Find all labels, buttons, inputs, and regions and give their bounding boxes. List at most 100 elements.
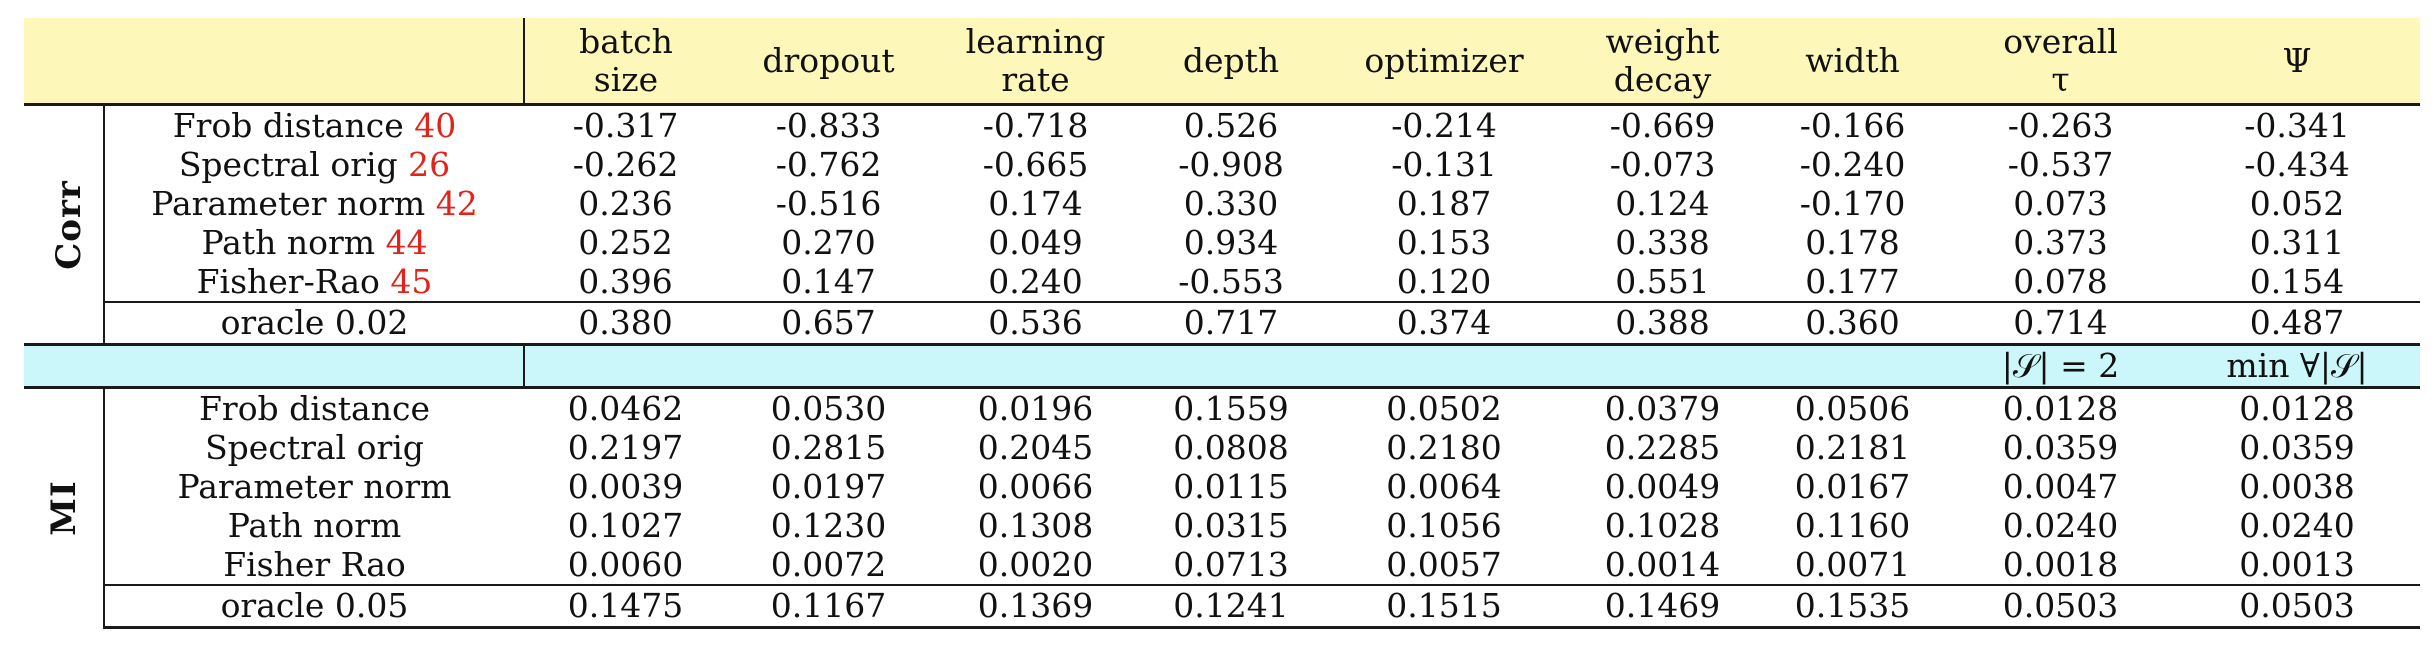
header-corner-group	[24, 18, 104, 106]
value-cell: 0.2045	[977, 427, 1094, 467]
value-cell: 0.049	[988, 222, 1083, 262]
value-cell: 0.2197	[567, 427, 684, 467]
value-cell: -0.170	[1799, 183, 1906, 223]
metric-name-cell: Frob distance	[104, 388, 524, 429]
value-cell: 0.078	[2013, 261, 2108, 301]
table-row: Spectral orig 26 -0.262 -0.762 -0.665 -0.908…	[24, 145, 2420, 184]
separator-empty-cell	[1321, 343, 1567, 389]
metric-name: Path norm	[201, 222, 376, 262]
table-row: Parameter norm 0.0039 0.0197 0.0066 0.0115 0.…	[24, 467, 2420, 506]
oracle-value-cell: 0.0503	[2174, 584, 2420, 629]
oracle-value-cell: 0.1469	[1567, 584, 1758, 629]
metric-name: Spectral orig	[205, 427, 424, 467]
column-header-line: Ψ	[2282, 40, 2312, 80]
metric-name-cell: Frob distance 40	[104, 105, 524, 146]
value-cell: -0.762	[775, 144, 882, 184]
value-cell: 0.0060	[567, 544, 684, 584]
metric-name-cell: Parameter norm	[104, 467, 524, 506]
value-cell: 0.2285	[1604, 427, 1721, 467]
column-header: weight decay	[1567, 18, 1758, 106]
oracle-row: oracle 0.02 0.380 0.657 0.536 0.717 0.374 0.38…	[24, 301, 2420, 345]
value-cell: -0.317	[572, 105, 679, 145]
oracle-name-cell: oracle 0.05	[104, 584, 524, 629]
column-header-line: depth	[1182, 40, 1280, 80]
metric-name: Spectral orig	[178, 144, 398, 184]
citation-ref: 40	[414, 105, 457, 145]
value-cell: 0.0013	[2239, 544, 2355, 584]
value-cell: 0.0462	[567, 388, 684, 428]
value-cell: 0.0071	[1794, 544, 1911, 584]
value-cell: -0.553	[1178, 261, 1284, 301]
metric-name: Frob distance	[172, 105, 404, 145]
value-cell: 0.1160	[1794, 505, 1911, 545]
column-header-line: τ	[2051, 59, 2070, 99]
value-cell: 0.373	[2013, 222, 2108, 262]
column-header-line: batch	[579, 21, 673, 61]
column-header-line: learning	[965, 21, 1106, 61]
oracle-value-cell: 0.487	[2174, 301, 2420, 345]
value-cell: -0.240	[1799, 144, 1906, 184]
metric-name-cell: Path norm	[104, 506, 524, 545]
separator-overall-cell: |𝒮| = 2	[1947, 343, 2174, 389]
column-header: learning rate	[930, 18, 1141, 106]
value-cell: 0.0197	[770, 466, 887, 506]
value-cell: 0.0057	[1386, 544, 1502, 584]
oracle-value-cell: 0.1167	[727, 584, 930, 629]
value-cell: -0.131	[1391, 144, 1497, 184]
value-cell: 0.240	[988, 261, 1083, 301]
column-header: overall τ	[1947, 18, 2174, 106]
citation-ref: 26	[408, 144, 451, 184]
value-cell: -0.166	[1799, 105, 1906, 145]
table-row: Fisher Rao 0.0060 0.0072 0.0020 0.0713 0.0057…	[24, 545, 2420, 585]
value-cell: 0.236	[578, 183, 673, 223]
value-cell: 0.0128	[2002, 388, 2119, 428]
oracle-value-cell: 0.1475	[524, 584, 727, 629]
results-table: batch size dropout learning rate depth optimiz…	[24, 18, 2420, 629]
value-cell: 0.2181	[1794, 427, 1911, 467]
metric-name: Path norm	[227, 505, 402, 545]
value-cell: 0.0379	[1604, 388, 1721, 428]
value-cell: 0.0196	[977, 388, 1094, 428]
separator-empty-cell	[727, 343, 930, 389]
value-cell: -0.262	[572, 144, 679, 184]
header-corner-name	[104, 18, 525, 106]
value-cell: 0.0506	[1794, 388, 1911, 428]
value-cell: 0.1028	[1604, 505, 1721, 545]
value-cell: 0.124	[1615, 183, 1710, 223]
value-cell: 0.0014	[1604, 544, 1721, 584]
metric-name-cell: Fisher Rao	[104, 545, 524, 585]
value-cell: -0.537	[2007, 144, 2114, 184]
value-cell: -0.718	[982, 105, 1089, 145]
value-cell: 0.1308	[977, 505, 1094, 545]
metric-name-cell: Fisher-Rao 45	[104, 262, 524, 302]
table-row: MI Frob distance 0.0462 0.0530 0.0196 0.1559 0…	[24, 387, 2420, 628]
value-cell: 0.0502	[1386, 388, 1502, 428]
value-cell: -0.263	[2007, 105, 2114, 145]
table-row: Fisher-Rao 45 0.396 0.147 0.240 -0.553 0.120 0…	[24, 262, 2420, 302]
value-cell: -0.341	[2244, 105, 2350, 145]
metric-name: Fisher-Rao	[196, 261, 380, 301]
separator-empty-cell	[524, 343, 727, 389]
value-cell: 0.338	[1615, 222, 1710, 262]
value-cell: 0.147	[781, 261, 876, 301]
value-cell: 0.1056	[1386, 505, 1502, 545]
column-header-line: weight	[1605, 21, 1720, 61]
value-cell: 0.0066	[977, 466, 1094, 506]
value-cell: 0.2180	[1386, 427, 1502, 467]
column-header: batch size	[524, 18, 727, 106]
value-cell: 0.0240	[2239, 505, 2355, 545]
value-cell: 0.551	[1615, 261, 1710, 301]
value-cell: -0.669	[1609, 105, 1716, 145]
value-cell: 0.0359	[2002, 427, 2119, 467]
column-header-line: decay	[1613, 59, 1712, 99]
value-cell: 0.270	[781, 222, 876, 262]
column-header: depth	[1141, 18, 1321, 106]
column-header: dropout	[727, 18, 930, 106]
value-cell: 0.0115	[1173, 466, 1289, 506]
metric-name-cell: Spectral orig 26	[104, 145, 524, 184]
value-cell: 0.0240	[2002, 505, 2119, 545]
oracle-value-cell: 0.1241	[1141, 584, 1321, 629]
value-cell: 0.153	[1396, 222, 1492, 262]
metric-name-cell: Spectral orig	[104, 428, 524, 467]
value-cell: -0.073	[1609, 144, 1716, 184]
